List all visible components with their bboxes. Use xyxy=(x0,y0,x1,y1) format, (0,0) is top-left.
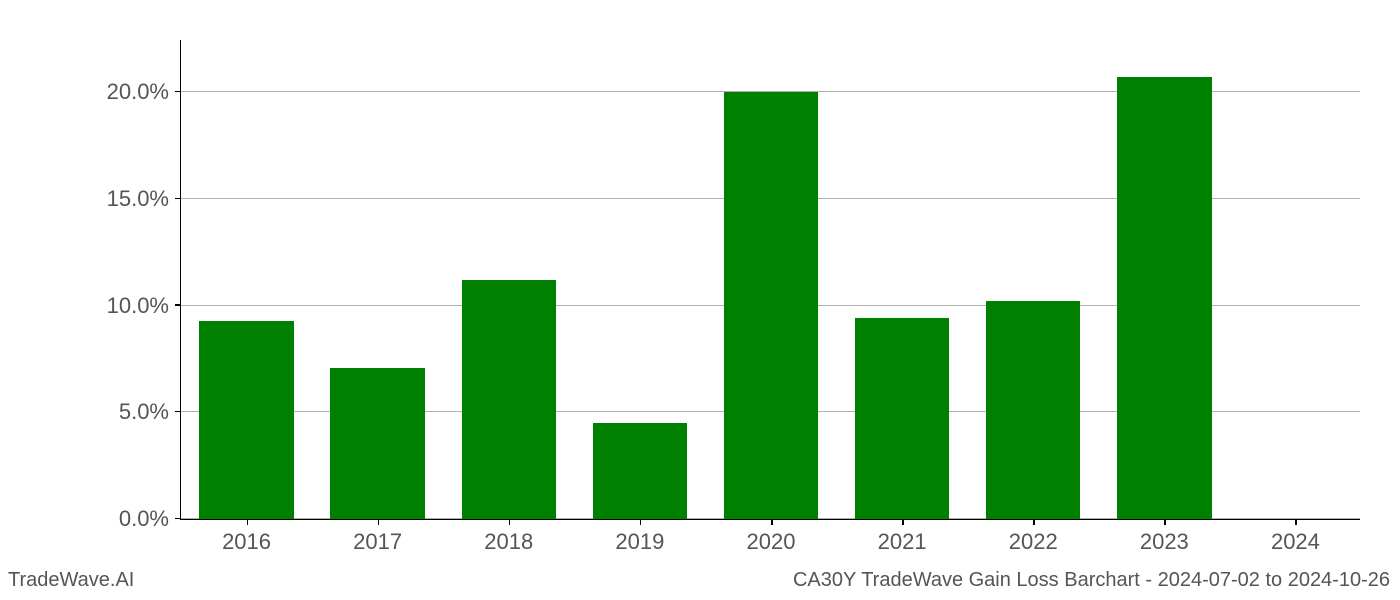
x-tick-label: 2017 xyxy=(353,529,402,555)
plot-area: 0.0%5.0%10.0%15.0%20.0%20162017201820192… xyxy=(180,40,1360,520)
x-tick-label: 2019 xyxy=(615,529,664,555)
bar xyxy=(462,280,556,519)
footer-left-text: TradeWave.AI xyxy=(8,569,134,592)
y-tick-label: 15.0% xyxy=(107,186,169,212)
bar xyxy=(593,423,687,519)
bar-chart: 0.0%5.0%10.0%15.0%20.0%20162017201820192… xyxy=(180,40,1360,520)
y-tick-label: 0.0% xyxy=(119,506,169,532)
bar xyxy=(199,321,293,519)
x-tick-mark xyxy=(771,519,773,525)
y-tick-mark xyxy=(175,411,181,413)
y-tick-mark xyxy=(175,91,181,93)
bar xyxy=(855,318,949,519)
x-tick-mark xyxy=(1033,519,1035,525)
bar xyxy=(1117,77,1211,519)
x-tick-label: 2018 xyxy=(484,529,533,555)
x-tick-mark xyxy=(509,519,511,525)
bar xyxy=(330,368,424,519)
x-tick-label: 2021 xyxy=(878,529,927,555)
x-tick-label: 2022 xyxy=(1009,529,1058,555)
x-tick-mark xyxy=(640,519,642,525)
x-tick-mark xyxy=(1295,519,1297,525)
x-tick-mark xyxy=(1164,519,1166,525)
x-tick-label: 2020 xyxy=(747,529,796,555)
bar xyxy=(724,92,818,519)
x-tick-mark xyxy=(247,519,249,525)
y-tick-mark xyxy=(175,304,181,306)
bar xyxy=(986,301,1080,519)
x-tick-label: 2023 xyxy=(1140,529,1189,555)
x-tick-mark xyxy=(902,519,904,525)
y-tick-mark xyxy=(175,198,181,200)
x-tick-mark xyxy=(378,519,380,525)
x-tick-label: 2024 xyxy=(1271,529,1320,555)
y-tick-label: 10.0% xyxy=(107,293,169,319)
y-tick-mark xyxy=(175,518,181,520)
y-tick-label: 20.0% xyxy=(107,79,169,105)
x-tick-label: 2016 xyxy=(222,529,271,555)
y-tick-label: 5.0% xyxy=(119,399,169,425)
footer-right-text: CA30Y TradeWave Gain Loss Barchart - 202… xyxy=(793,569,1390,592)
